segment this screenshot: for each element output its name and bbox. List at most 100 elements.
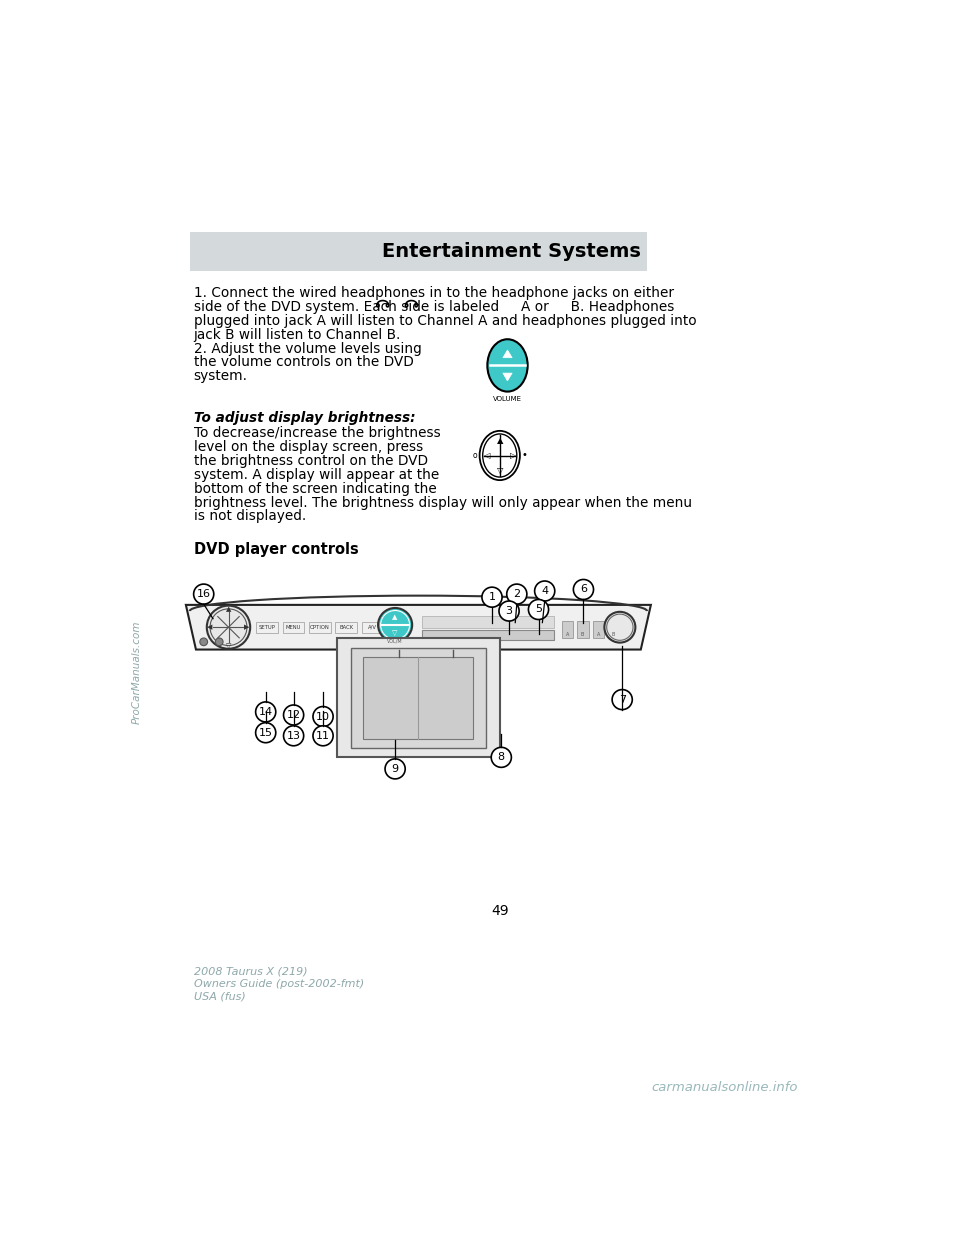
Bar — [592, 621, 605, 638]
Circle shape — [313, 707, 333, 727]
Text: BACK: BACK — [339, 625, 353, 630]
Text: OPTION: OPTION — [310, 625, 330, 630]
Text: SETUP: SETUP — [259, 625, 276, 630]
Bar — [363, 657, 473, 739]
Bar — [562, 621, 573, 638]
Circle shape — [507, 584, 527, 604]
Text: To adjust display brightness:: To adjust display brightness: — [194, 411, 416, 425]
Text: A: A — [565, 632, 569, 637]
Circle shape — [206, 606, 251, 648]
Text: 1: 1 — [489, 592, 495, 602]
Circle shape — [255, 702, 276, 722]
Text: ▷: ▷ — [510, 451, 516, 460]
Circle shape — [535, 581, 555, 601]
Bar — [577, 621, 588, 638]
Text: 10: 10 — [316, 712, 330, 722]
Text: o: o — [472, 451, 477, 460]
Text: ▽: ▽ — [496, 466, 503, 474]
Text: VOLUME: VOLUME — [493, 395, 522, 401]
Circle shape — [194, 584, 214, 604]
Text: 1. Connect the wired headphones in to the headphone jacks on either: 1. Connect the wired headphones in to th… — [194, 286, 674, 301]
Text: A: A — [596, 632, 600, 637]
Text: 12: 12 — [286, 710, 300, 720]
Text: DVD player controls: DVD player controls — [194, 542, 358, 556]
Text: 6: 6 — [580, 585, 587, 595]
Text: 2008 Taurus X (219): 2008 Taurus X (219) — [194, 966, 307, 976]
Bar — [609, 621, 620, 638]
Text: ▲: ▲ — [226, 606, 231, 612]
Circle shape — [385, 759, 405, 779]
Text: VOL/M: VOL/M — [387, 638, 403, 643]
Text: carmanualsonline.info: carmanualsonline.info — [652, 1081, 798, 1094]
Text: ProCarManuals.com: ProCarManuals.com — [132, 621, 142, 724]
Text: system.: system. — [194, 369, 248, 384]
Text: 5: 5 — [535, 605, 542, 615]
Text: 49: 49 — [491, 904, 509, 918]
Text: ▲: ▲ — [504, 349, 511, 359]
Text: 11: 11 — [316, 730, 330, 740]
Text: 3: 3 — [506, 606, 513, 616]
Text: B: B — [612, 632, 615, 637]
Text: plugged into jack A will listen to Channel A and headphones plugged into: plugged into jack A will listen to Chann… — [194, 314, 696, 328]
Circle shape — [605, 612, 636, 642]
Bar — [309, 622, 331, 632]
Polygon shape — [503, 373, 512, 381]
Polygon shape — [186, 605, 651, 650]
Text: side of the DVD system. Each side is labeled     A or     B. Headphones: side of the DVD system. Each side is lab… — [194, 301, 674, 314]
Circle shape — [499, 601, 519, 621]
Circle shape — [482, 587, 502, 607]
Text: 15: 15 — [258, 728, 273, 738]
Text: ▲: ▲ — [496, 436, 503, 446]
Text: brightness level. The brightness display will only appear when the menu: brightness level. The brightness display… — [194, 496, 691, 509]
Circle shape — [283, 705, 303, 725]
Circle shape — [378, 609, 412, 642]
Text: 4: 4 — [541, 586, 548, 596]
Circle shape — [283, 725, 303, 745]
Bar — [351, 648, 486, 748]
Text: 16: 16 — [197, 589, 210, 599]
Polygon shape — [503, 350, 512, 358]
Text: B: B — [581, 632, 585, 637]
Bar — [362, 622, 383, 632]
Text: Owners Guide (post-2002-fmt): Owners Guide (post-2002-fmt) — [194, 979, 364, 989]
Text: ▽: ▽ — [393, 630, 397, 636]
Ellipse shape — [488, 339, 528, 391]
Circle shape — [313, 725, 333, 745]
Text: ◁: ◁ — [483, 451, 490, 460]
Text: 9: 9 — [392, 764, 398, 774]
Text: the brightness control on the DVD: the brightness control on the DVD — [194, 455, 427, 468]
Bar — [422, 630, 554, 641]
Text: Entertainment Systems: Entertainment Systems — [382, 242, 641, 261]
Text: the volume controls on the DVD: the volume controls on the DVD — [194, 355, 414, 369]
Circle shape — [255, 723, 276, 743]
Circle shape — [492, 748, 512, 768]
Text: 2. Adjust the volume levels using: 2. Adjust the volume levels using — [194, 342, 421, 355]
Bar — [283, 622, 304, 632]
Text: jack B will listen to Channel B.: jack B will listen to Channel B. — [194, 328, 401, 342]
Text: A/V: A/V — [368, 625, 377, 630]
Text: •: • — [521, 451, 527, 461]
Text: system. A display will appear at the: system. A display will appear at the — [194, 468, 439, 482]
Text: is not displayed.: is not displayed. — [194, 509, 306, 523]
Circle shape — [215, 638, 223, 646]
Circle shape — [200, 638, 207, 646]
Circle shape — [573, 580, 593, 600]
Text: ▲: ▲ — [393, 615, 397, 620]
Text: To decrease/increase the brightness: To decrease/increase the brightness — [194, 426, 441, 440]
Bar — [422, 616, 554, 628]
Bar — [337, 638, 500, 758]
Text: level on the display screen, press: level on the display screen, press — [194, 440, 422, 455]
Bar — [256, 622, 278, 632]
Text: ▶: ▶ — [245, 625, 250, 630]
Circle shape — [612, 689, 633, 709]
Text: MENU: MENU — [286, 625, 301, 630]
Text: 8: 8 — [497, 753, 505, 763]
Bar — [335, 622, 357, 632]
Text: ▽: ▽ — [504, 373, 511, 381]
Text: USA (fus): USA (fus) — [194, 991, 246, 1001]
Text: 7: 7 — [618, 694, 626, 704]
Text: 14: 14 — [258, 707, 273, 717]
Text: bottom of the screen indicating the: bottom of the screen indicating the — [194, 482, 437, 496]
Circle shape — [528, 600, 548, 620]
Text: ◀: ◀ — [207, 625, 212, 630]
